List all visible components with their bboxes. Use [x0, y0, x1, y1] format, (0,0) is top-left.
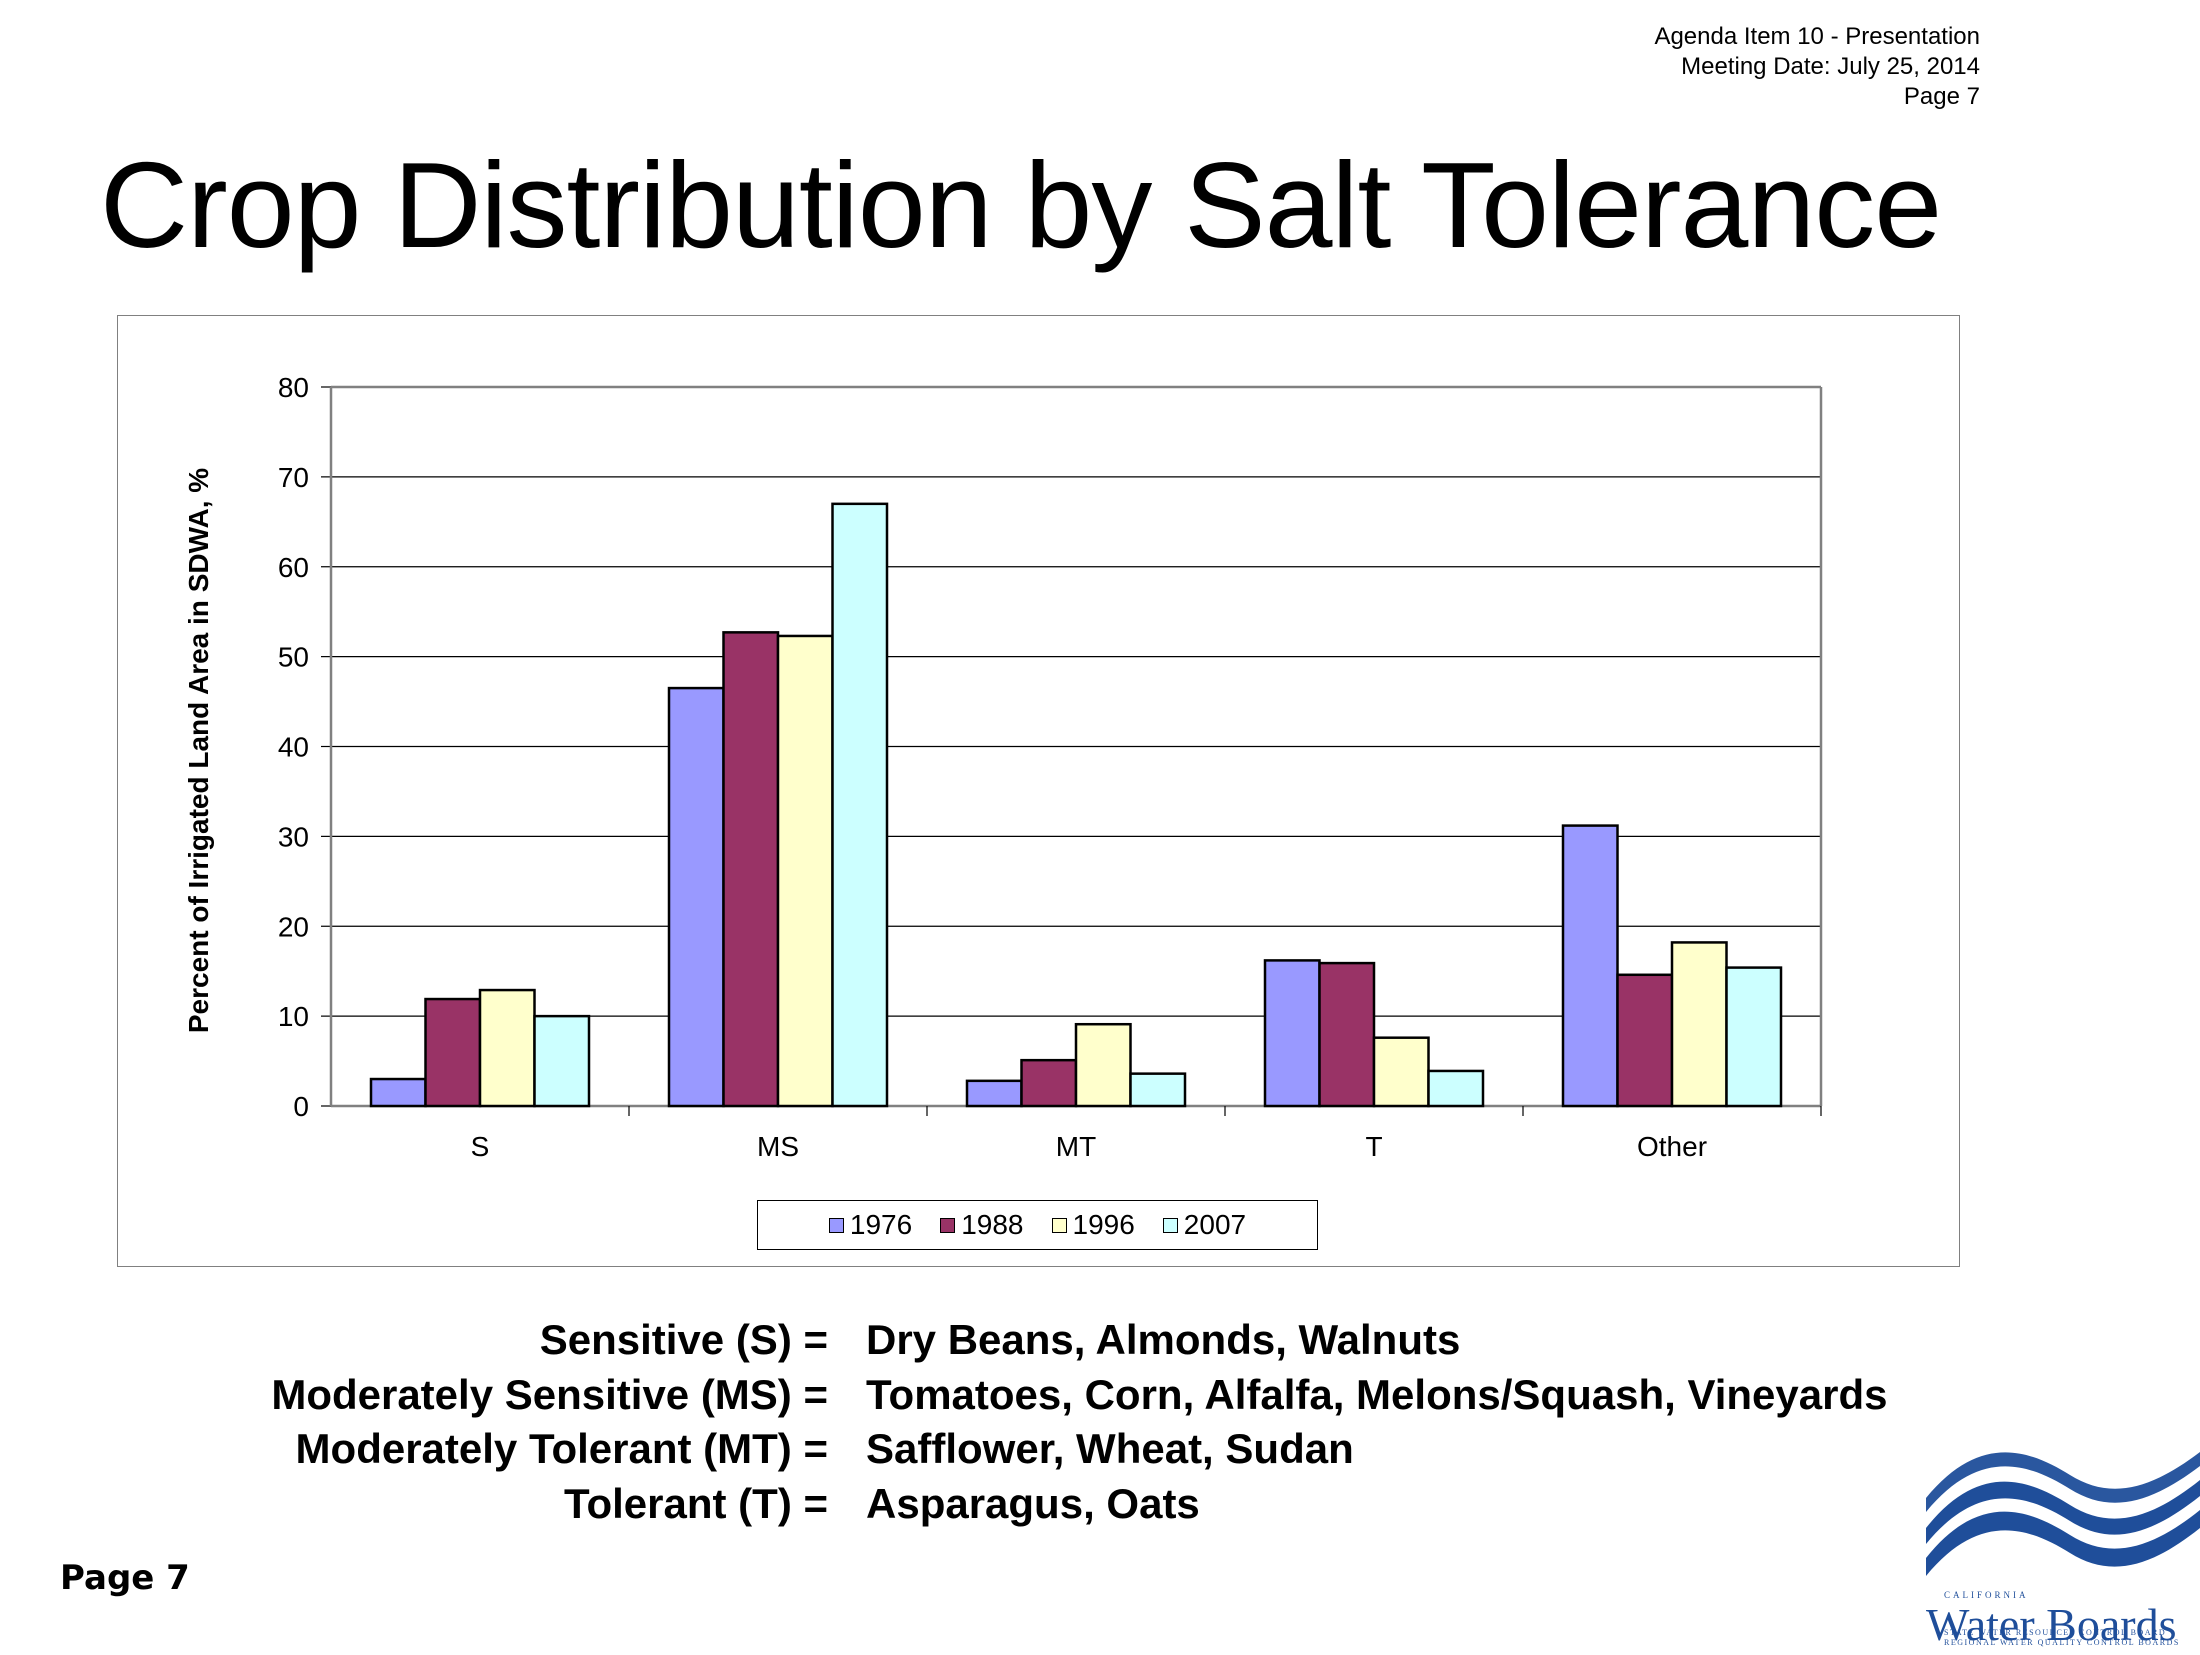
bar-other-1996: [1670, 941, 1728, 1108]
legend-label: 2007: [1183, 1209, 1247, 1240]
bar-other-1988: [1616, 973, 1674, 1108]
definition-row: Moderately Tolerant (MT) = Safflower, Whe…: [0, 1422, 2200, 1477]
legend-swatch: [1051, 1217, 1067, 1233]
definition-term: Sensitive (S) =: [539, 1316, 828, 1363]
y-tick-label: 10: [278, 1001, 309, 1032]
y-tick-label: 0: [293, 1091, 309, 1122]
legend-swatch: [828, 1217, 844, 1233]
bar-other-2007: [1725, 966, 1783, 1108]
legend-label: 1976: [849, 1209, 913, 1240]
definition-crops: Tomatoes, Corn, Alfalfa, Melons/Squash, …: [866, 1370, 1888, 1418]
y-tick-label: 80: [278, 372, 309, 403]
water-boards-logo: CALIFORNIA Water Boards STATE WATER RESO…: [1920, 1450, 2200, 1650]
bar-s-1988: [424, 997, 482, 1108]
bar-ms-2007: [831, 502, 889, 1108]
x-tick-label: S: [471, 1131, 490, 1162]
chart-frame: [117, 315, 1960, 1267]
meeting-date-text: Meeting Date: July 25, 2014: [1681, 53, 1980, 80]
logo-name: Water Boards: [1926, 1599, 2177, 1650]
footer-page-label: Page 7: [60, 1558, 190, 1598]
y-tick-label: 20: [278, 911, 309, 942]
bar-mt-2007: [1129, 1072, 1187, 1108]
logo-line1: STATE WATER RESOURCES CONTROL BOARD: [1944, 1628, 2167, 1637]
y-axis-label: Percent of Irrigated Land Area in SDWA, …: [183, 468, 214, 1033]
bar-other-1976: [1561, 824, 1619, 1108]
legend-item-1988: 1988: [940, 1209, 1024, 1241]
y-tick-label: 50: [278, 642, 309, 673]
bar-t-2007: [1427, 1069, 1485, 1108]
y-tick-label: 40: [278, 732, 309, 763]
logo-state-label: CALIFORNIA: [1944, 1590, 2029, 1600]
water-boards-wave-icon: [1926, 1452, 2200, 1576]
legend-item-1976: 1976: [828, 1209, 913, 1241]
legend-label: 1996: [1072, 1209, 1135, 1240]
bar-s-1976: [369, 1077, 427, 1108]
bar-mt-1976: [965, 1079, 1023, 1108]
definition-term: Tolerant (T) =: [563, 1479, 828, 1527]
definition-term: Moderately Tolerant (MT) =: [295, 1425, 828, 1472]
bar-mt-1996: [1074, 1022, 1132, 1108]
x-tick-label: T: [1365, 1131, 1382, 1162]
definition-crops: Safflower, Wheat, Sudan: [866, 1425, 1354, 1472]
bar-t-1988: [1318, 961, 1376, 1108]
bar-t-1996: [1372, 1036, 1430, 1108]
y-tick-label: 60: [278, 552, 309, 583]
legend-item-1996: 1996: [1051, 1209, 1135, 1241]
y-tick-label: 30: [278, 821, 309, 852]
bar-ms-1976: [667, 686, 725, 1108]
bar-t-1976: [1263, 959, 1321, 1108]
chart-legend: 1976 1988 1996 2007: [757, 1200, 1318, 1250]
definition-crops: Asparagus, Oats: [866, 1479, 1200, 1527]
definition-crops: Dry Beans, Almonds, Walnuts: [866, 1316, 1461, 1363]
y-tick-label: 70: [278, 462, 309, 493]
definition-row: Tolerant (T) = Asparagus, Oats: [0, 1477, 2200, 1532]
legend-swatch: [940, 1217, 956, 1233]
header-page-number: Page 7: [1903, 83, 1980, 110]
x-tick-label: Other: [1637, 1131, 1707, 1162]
x-tick-label: MT: [1056, 1131, 1096, 1162]
bar-mt-1988: [1020, 1058, 1078, 1108]
definition-row: Moderately Sensitive (MS) = Tomatoes, Cor…: [0, 1368, 2200, 1423]
slide-title: Crop Distribution by Salt Tolerance: [100, 137, 1942, 273]
legend-swatch: [1162, 1217, 1178, 1233]
x-tick-label: MS: [757, 1131, 799, 1162]
crop-definitions: Sensitive (S) = Dry Beans, Almonds, Walnu…: [0, 1313, 2200, 1531]
bar-ms-1996: [776, 634, 834, 1108]
definition-term: Moderately Sensitive (MS) =: [271, 1370, 828, 1418]
bar-s-2007: [533, 1014, 591, 1108]
agenda-item-text: Agenda Item 10 - Presentation: [1654, 23, 1980, 50]
definition-row: Sensitive (S) = Dry Beans, Almonds, Walnu…: [0, 1313, 2200, 1368]
legend-item-2007: 2007: [1162, 1209, 1247, 1241]
meeting-header: Agenda Item 10 - Presentation Meeting Da…: [1380, 22, 1980, 112]
bar-ms-1988: [722, 631, 780, 1108]
logo-line2: REGIONAL WATER QUALITY CONTROL BOARDS: [1944, 1638, 2180, 1647]
legend-label: 1988: [961, 1209, 1024, 1240]
bar-s-1996: [478, 988, 536, 1108]
